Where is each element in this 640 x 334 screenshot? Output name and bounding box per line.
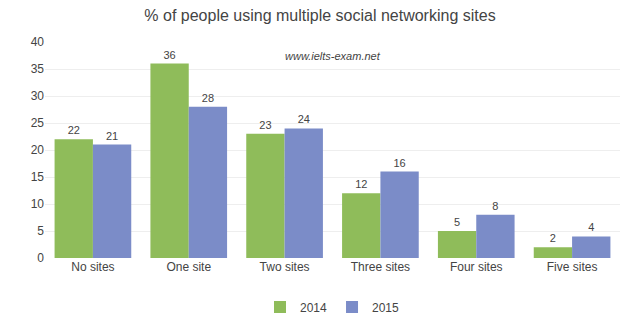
- svg-text:Four sites: Four sites: [450, 260, 503, 274]
- svg-text:10: 10: [31, 197, 45, 211]
- svg-text:28: 28: [202, 92, 214, 104]
- svg-text:23: 23: [259, 119, 271, 131]
- svg-text:One site: One site: [166, 260, 211, 274]
- svg-text:40: 40: [31, 35, 45, 49]
- svg-text:12: 12: [355, 178, 367, 190]
- svg-text:Three sites: Three sites: [351, 260, 410, 274]
- svg-text:21: 21: [106, 130, 118, 142]
- svg-text:30: 30: [31, 89, 45, 103]
- svg-text:5: 5: [454, 216, 460, 228]
- svg-text:8: 8: [492, 200, 498, 212]
- svg-text:2: 2: [550, 232, 556, 244]
- svg-text:25: 25: [31, 116, 45, 130]
- svg-text:15: 15: [31, 170, 45, 184]
- svg-text:No sites: No sites: [71, 260, 114, 274]
- svg-text:2014: 2014: [300, 301, 327, 315]
- svg-text:36: 36: [163, 49, 175, 61]
- svg-text:2015: 2015: [372, 301, 399, 315]
- svg-text:Five sites: Five sites: [547, 260, 598, 274]
- svg-text:22: 22: [68, 124, 80, 136]
- svg-text:0: 0: [37, 251, 44, 265]
- svg-text:20: 20: [31, 143, 45, 157]
- svg-text:16: 16: [393, 157, 405, 169]
- svg-text:5: 5: [37, 224, 44, 238]
- svg-text:35: 35: [31, 62, 45, 76]
- svg-text:24: 24: [298, 113, 310, 125]
- svg-text:4: 4: [588, 221, 594, 233]
- svg-text:www.ielts-exam.net: www.ielts-exam.net: [285, 50, 381, 62]
- svg-text:% of people using multiple soc: % of people using multiple social networ…: [144, 7, 495, 24]
- svg-text:Two sites: Two sites: [260, 260, 310, 274]
